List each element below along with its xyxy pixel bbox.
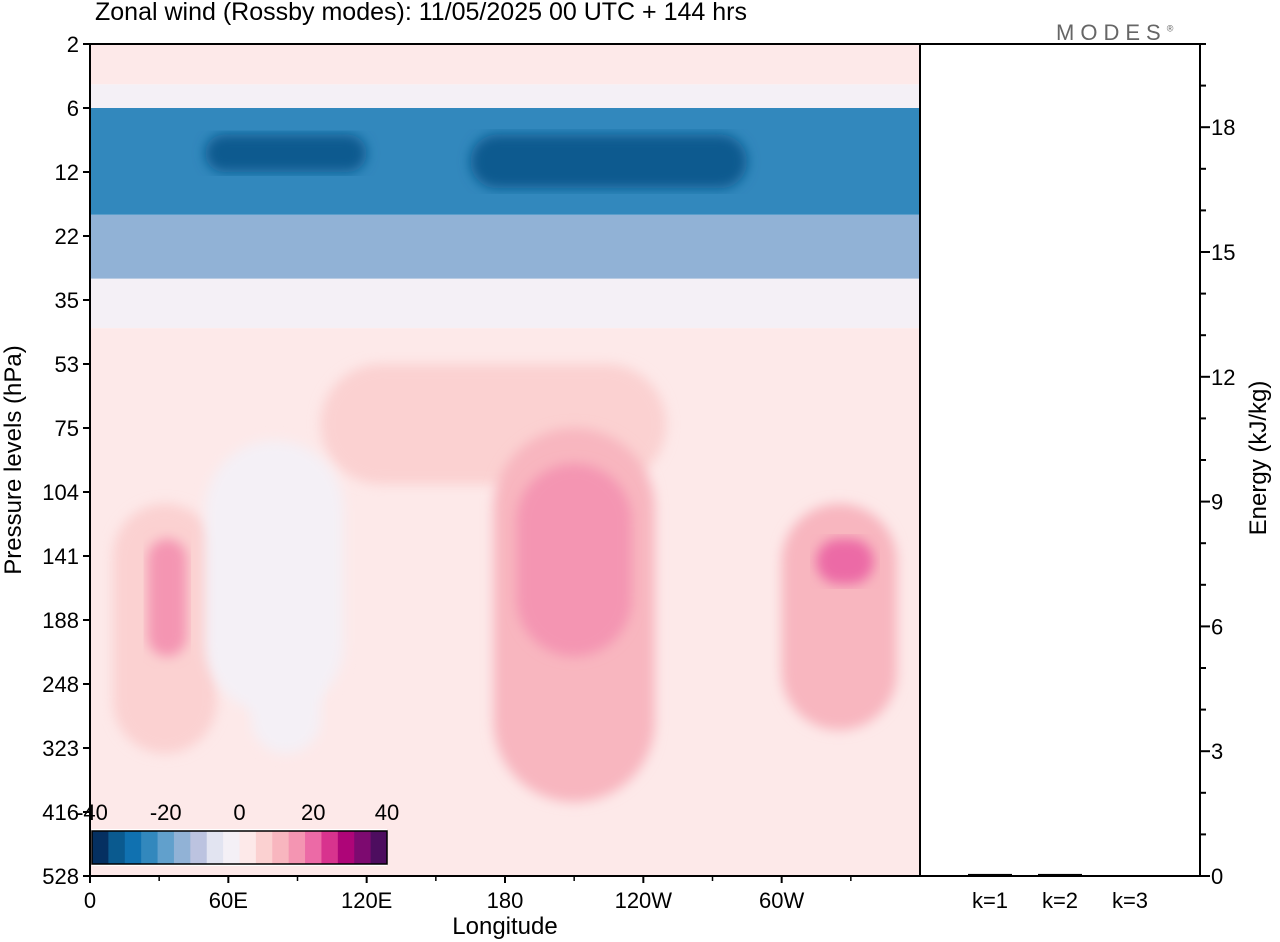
y-tick-label: 6 [67,96,79,121]
energy-axis-label: Energy (kJ/kg) [1245,381,1272,536]
y-tick-label: 12 [55,160,79,185]
colorbar-swatch [321,831,339,864]
heatmap-cell [90,214,920,279]
energy-tick-label: 0 [1211,864,1223,889]
heatmap-cell [781,503,897,731]
y-tick-label: 53 [55,352,79,377]
colorbar-swatch [337,831,355,864]
colorbar-swatch [141,831,159,864]
y-axis-label: Pressure levels (hPa) [0,345,27,574]
energy-tick-label: 6 [1211,614,1223,639]
heatmap-cell [90,84,920,108]
colorbar-tick-label: 20 [301,800,325,825]
energy-bar [968,873,1012,876]
energy-tick-label: 15 [1211,240,1235,265]
energy-bar [1108,875,1152,877]
y-tick-label: 416 [42,800,79,825]
y-tick-label: 188 [42,608,79,633]
energy-bars: k=1 k=2 k=3 [968,873,1152,913]
colorbar-swatch [124,831,142,864]
x-tick-label: 120E [341,888,392,913]
y-tick-label: 528 [42,864,79,889]
x-tick-label: 0 [84,888,96,913]
energy-frame [919,43,1201,877]
heatmap-cell [470,134,748,189]
colorbar-swatch [108,831,126,864]
y-tick-label: 22 [55,224,79,249]
x-tick-label: 180 [487,888,524,913]
colorbar-swatch [173,831,191,864]
energy-category-label: k=1 [972,888,1008,913]
colorbar-swatch [157,831,175,864]
x-tick-label: 60W [759,888,804,913]
colorbar-tick-label: -20 [150,800,182,825]
colorbar-tick-label: 40 [375,800,399,825]
heatmap-cell [816,538,874,585]
y-tick-label: 75 [55,416,79,441]
brand-name: MODES [1056,20,1167,45]
energy-category-label: k=3 [1112,888,1148,913]
colorbar-swatch [223,831,240,864]
heatmap-cell [90,44,920,85]
heatmap-field [90,44,920,876]
colorbar-swatch [239,831,257,864]
brand-logo: MODES® [1056,20,1173,46]
heatmap-cell [147,538,187,657]
energy-bar [1038,873,1082,876]
heatmap-cell [205,134,367,172]
colorbar-swatch [354,831,372,864]
energy-category-label: k=2 [1042,888,1078,913]
y-tick-label: 104 [42,480,79,505]
energy-tick-label: 12 [1211,365,1235,390]
x-tick-label: 120W [615,888,673,913]
colorbar-swatch [255,831,273,864]
colorbar-tick-label: -40 [76,800,108,825]
colorbar-tick-label: 0 [233,800,245,825]
colorbar-swatch [92,831,109,864]
colorbar-swatch [190,831,208,864]
y-tick-label: 141 [42,544,79,569]
colorbar-frame [91,830,388,865]
x-axis-label: Longitude [452,913,557,940]
heatmap-cell [90,278,920,329]
y-tick-label: 35 [55,288,79,313]
y-tick-label: 323 [42,736,79,761]
x-tick-label: 60E [209,888,248,913]
colorbar-swatch [305,831,322,864]
colorbar: -40 -20 0 20 40 [76,800,399,866]
brand-mark: ® [1166,23,1174,34]
energy-tick-label: 18 [1211,115,1235,140]
y-tick-label: 248 [42,672,79,697]
colorbar-swatch [288,831,306,864]
colorbar-swatch [272,831,290,864]
chart-title: Zonal wind (Rossby modes): 11/05/2025 00… [95,0,747,26]
heatmap-cell [251,484,321,754]
energy-tick-label: 9 [1211,490,1223,515]
colorbar-swatch [206,831,224,864]
energy-tick-label: 3 [1211,739,1223,764]
colorbar-swatch [370,831,388,864]
heatmap-cell [516,463,632,657]
y-tick-label: 2 [67,32,79,57]
